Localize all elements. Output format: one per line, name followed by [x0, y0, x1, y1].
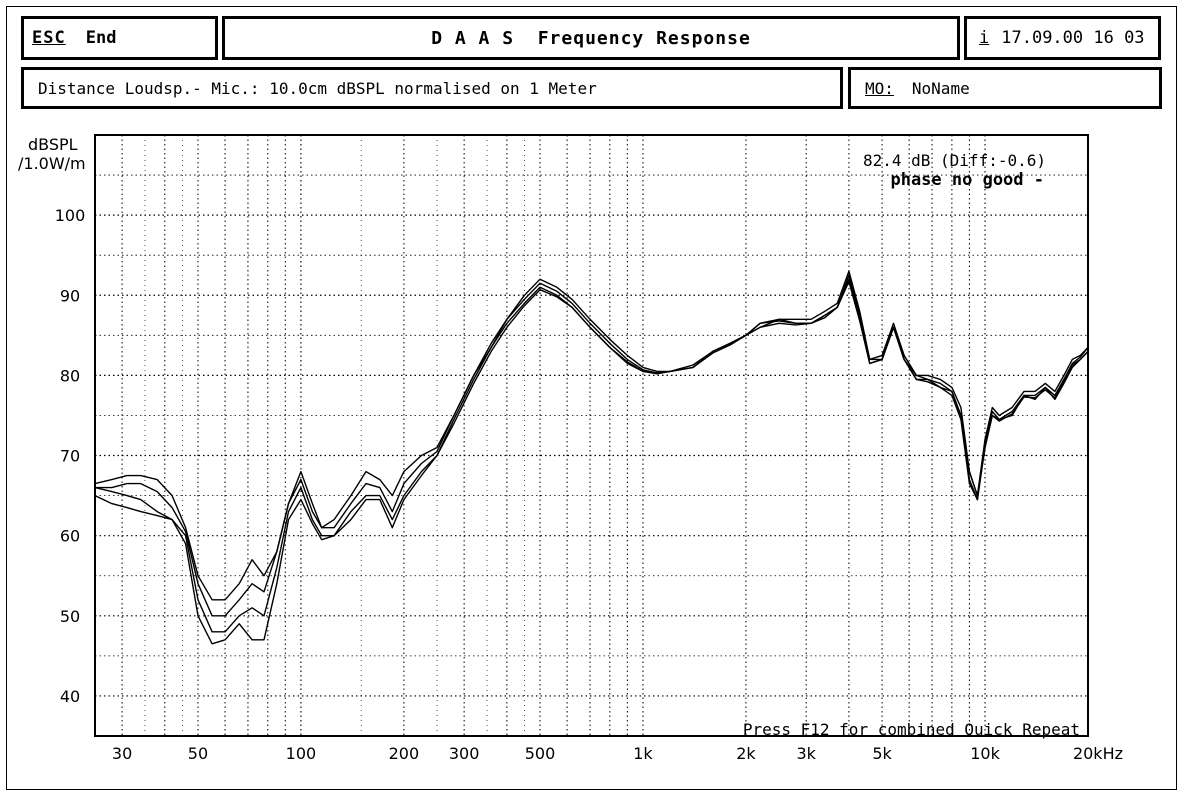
x-tick-label: 100 [286, 744, 317, 763]
x-tick-label: 1k [633, 744, 653, 763]
x-tick-label: 3k [796, 744, 816, 763]
info-key-label: i [979, 28, 990, 48]
mo-key-label: MO: [865, 78, 894, 98]
mo-value: NoName [911, 78, 970, 98]
y-axis-label: dBSPL [28, 135, 78, 154]
y-tick-label: 60 [60, 527, 80, 546]
end-label: End [85, 28, 117, 48]
datetime-label: 17.09.00 16 03 [1001, 28, 1145, 48]
footer-hint: Press F12 for combined Quick Repeat [743, 720, 1080, 739]
x-tick-label: 50 [188, 744, 208, 763]
y-tick-label: 100 [55, 206, 86, 225]
page-title: D A A S Frequency Response [431, 27, 751, 49]
y-tick-label: 80 [60, 366, 80, 385]
phase-warning-annotation: phase no good - [890, 170, 1044, 190]
title-bar: D A A S Frequency Response [222, 16, 960, 60]
esc-end-button[interactable]: ESC End [21, 16, 218, 60]
x-tick-label: 500 [525, 744, 556, 763]
x-tick-label: 30 [112, 744, 132, 763]
x-tick-label: 200 [389, 744, 420, 763]
y-tick-label: 70 [60, 447, 80, 466]
info-date-button[interactable]: i 17.09.00 16 03 [964, 16, 1161, 60]
x-tick-label: 5k [872, 744, 892, 763]
measurement-info: Distance Loudsp.- Mic.: 10.0cm dBSPL nor… [38, 78, 597, 98]
y-tick-label: 90 [60, 286, 80, 305]
y-tick-label: 40 [60, 687, 80, 706]
chart-grid [94, 134, 1089, 736]
response-curve-1 [94, 270, 1089, 601]
level-annotation: 82.4 dB (Diff:-0.6) [863, 151, 1046, 170]
esc-key-label: ESC [32, 28, 66, 48]
y-tick-label: 50 [60, 607, 80, 626]
mo-name-button[interactable]: MO: NoName [848, 67, 1162, 109]
x-tick-label: 300 [449, 744, 480, 763]
response-curve-4 [94, 280, 1089, 645]
response-curve-2 [95, 274, 1089, 617]
y-axis-unit-label: /1.0W/m [18, 154, 86, 173]
window-frame [6, 6, 1177, 790]
x-tick-label: 2k [736, 744, 756, 763]
x-tick-label: 20kHz [1073, 744, 1123, 763]
x-tick-label: 10k [970, 744, 1000, 763]
measurement-info-box: Distance Loudsp.- Mic.: 10.0cm dBSPL nor… [21, 67, 843, 109]
plot-area-border [94, 134, 1089, 737]
